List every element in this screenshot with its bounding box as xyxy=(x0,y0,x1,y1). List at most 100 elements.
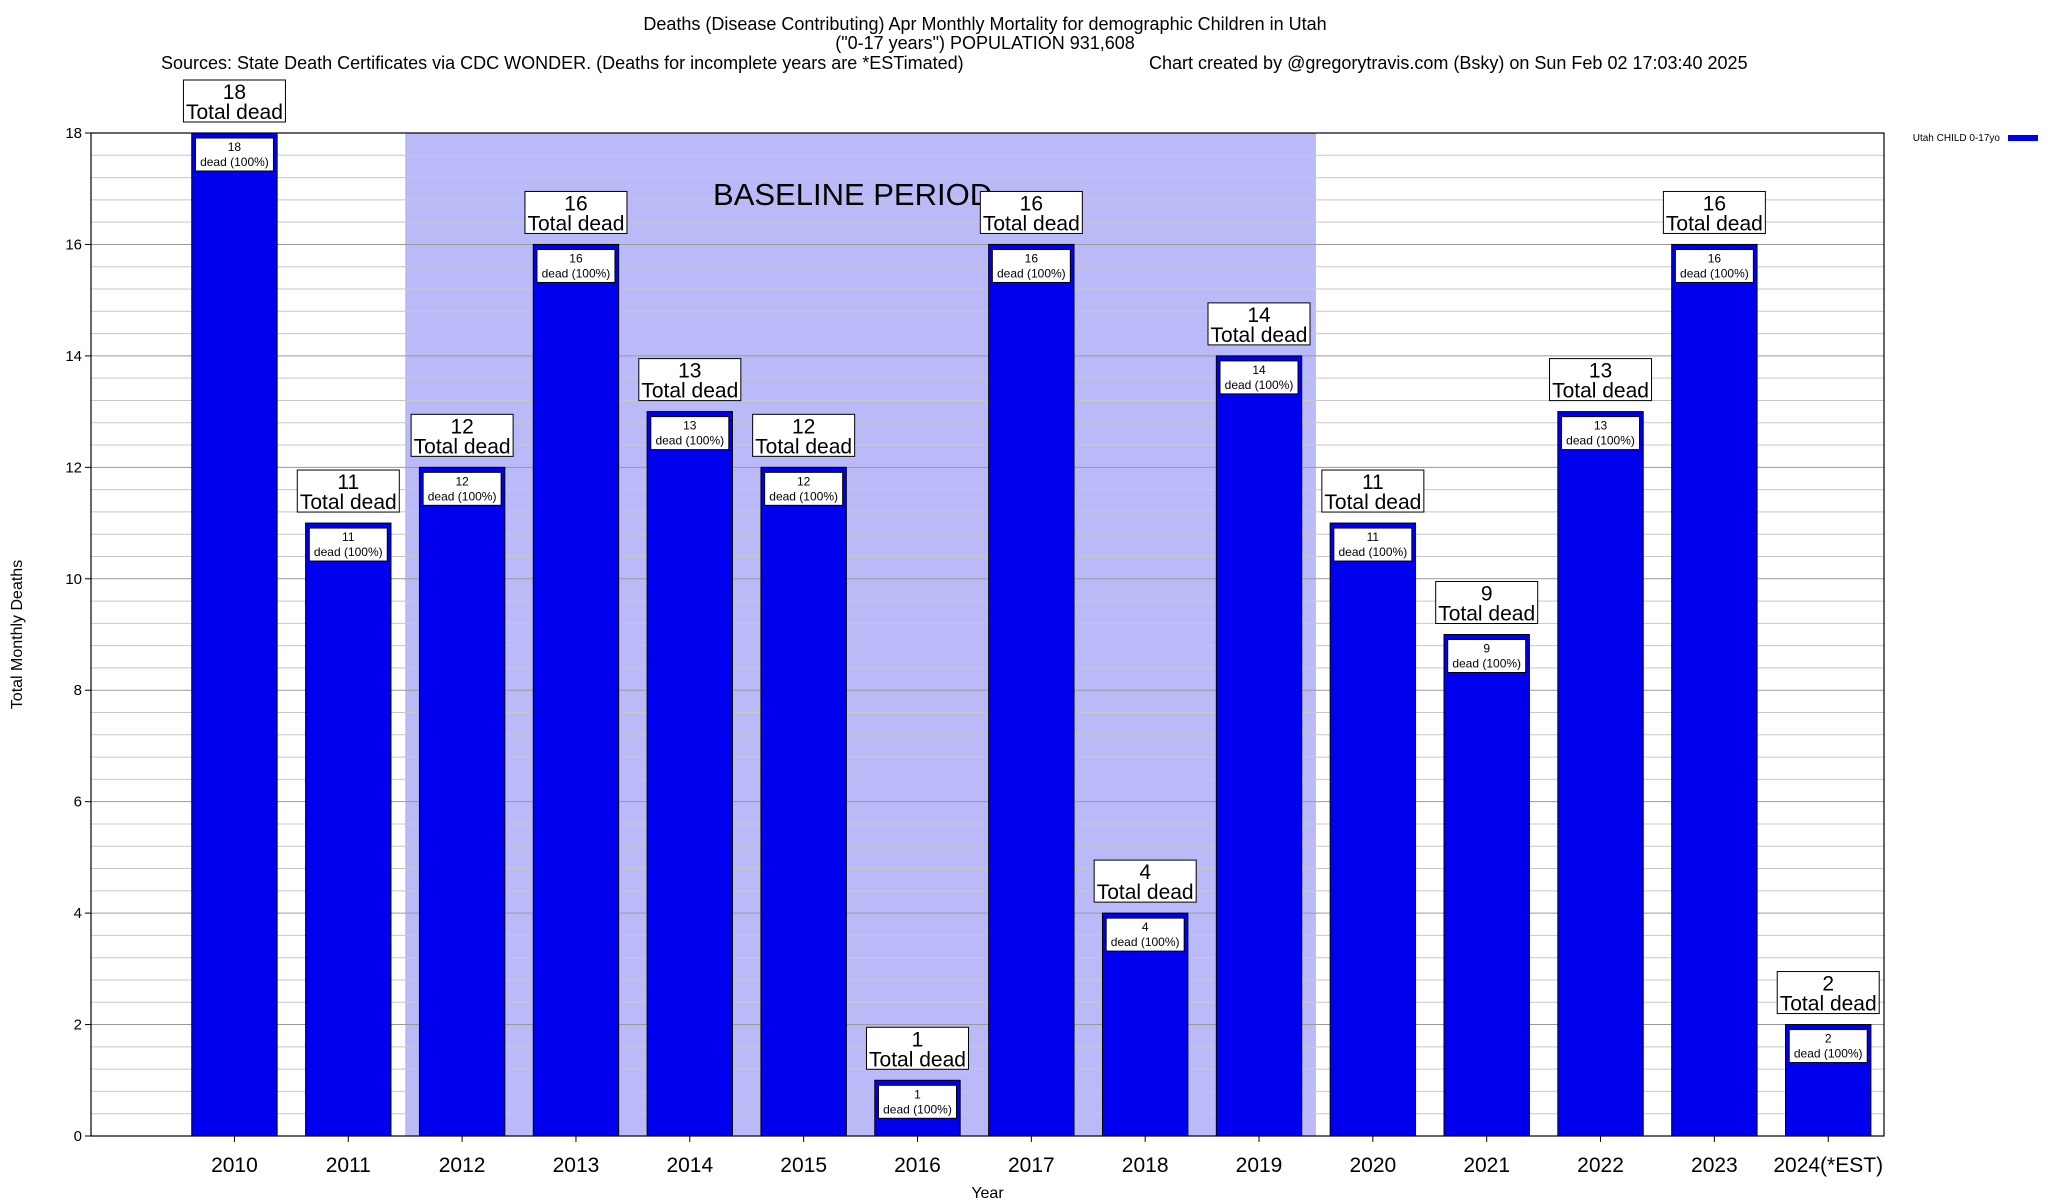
bar-total-label-box xyxy=(182,79,286,123)
baseline-period-label: BASELINE PERIOD xyxy=(713,177,992,212)
bar-total-label-box xyxy=(1549,358,1653,402)
bar-inner-label-box xyxy=(650,416,730,451)
bar-total-value: 12 xyxy=(792,415,815,438)
bar xyxy=(760,466,847,1137)
bar-inner-label: dead (100%) xyxy=(1566,434,1635,448)
bar-inner-value: 9 xyxy=(1483,642,1490,656)
bar-inner-label-box xyxy=(1674,248,1754,283)
x-tick-label: 2010 xyxy=(211,1154,258,1177)
x-tick-label: 2019 xyxy=(1236,1154,1283,1177)
legend-label: Utah CHILD 0-17yo xyxy=(1913,133,2001,144)
x-tick-label: 2023 xyxy=(1691,1154,1738,1177)
bar-total-label: Total dead xyxy=(1780,993,1877,1016)
bar-total-label-box xyxy=(410,413,514,457)
bar-inner-label-box xyxy=(536,248,616,283)
bar-inner-value: 11 xyxy=(1367,530,1380,544)
x-tick-label: 2016 xyxy=(894,1154,941,1177)
x-tick-label: 2012 xyxy=(439,1154,486,1177)
bar xyxy=(1671,243,1758,1137)
bar-total-value: 9 xyxy=(1481,583,1493,606)
y-tick-label: 4 xyxy=(74,905,82,922)
bar-total-label: Total dead xyxy=(983,212,1080,235)
bar-total-label: Total dead xyxy=(869,1048,966,1071)
bar-inner-label-box xyxy=(764,471,844,506)
bar-inner-label: dead (100%) xyxy=(883,1102,952,1116)
y-tick-label: 14 xyxy=(65,348,82,365)
y-tick-label: 18 xyxy=(65,125,82,142)
x-tick-label: 2022 xyxy=(1577,1154,1624,1177)
chart-title: Deaths (Disease Contributing) Apr Monthl… xyxy=(643,14,1327,34)
bar-inner-value: 18 xyxy=(228,140,242,154)
bar-inner-label-box xyxy=(1105,917,1185,952)
bar-total-label: Total dead xyxy=(1324,491,1421,514)
bar-inner-label-box xyxy=(991,248,1071,283)
bar-inner-value: 16 xyxy=(1708,251,1722,265)
bar-total-label-box xyxy=(1321,469,1425,513)
bar-inner-value: 16 xyxy=(1025,251,1039,265)
x-tick-label: 2017 xyxy=(1008,1154,1055,1177)
bar-total-value: 14 xyxy=(1247,304,1271,327)
bar-total-label-box xyxy=(524,190,628,234)
bar-total-value: 11 xyxy=(1362,471,1384,494)
bar-total-label: Total dead xyxy=(755,435,852,458)
bar-total-value: 1 xyxy=(912,1028,924,1051)
bar-inner-label-box xyxy=(1561,416,1641,451)
bar-total-value: 13 xyxy=(1589,360,1612,383)
bar-total-label-box xyxy=(752,413,856,457)
bar-total-label: Total dead xyxy=(1666,212,1763,235)
bar-total-label-box xyxy=(1776,971,1880,1015)
bar-total-label-box xyxy=(296,469,400,513)
bar-total-value: 13 xyxy=(678,360,701,383)
bar xyxy=(305,522,392,1137)
bar-inner-label: dead (100%) xyxy=(997,266,1066,280)
bar-inner-label: dead (100%) xyxy=(1452,657,1521,671)
bar-inner-label: dead (100%) xyxy=(1338,545,1407,559)
y-tick-label: 0 xyxy=(74,1128,82,1145)
bar-inner-label-box xyxy=(1447,639,1527,673)
bar-inner-value: 14 xyxy=(1252,363,1266,377)
bar-inner-value: 12 xyxy=(455,474,469,488)
bar-total-value: 16 xyxy=(564,192,587,215)
bar-total-label: Total dead xyxy=(300,491,397,514)
bar-inner-label-box xyxy=(308,527,388,562)
x-tick-label: 2014 xyxy=(666,1154,713,1177)
x-tick-label: 2018 xyxy=(1122,1154,1169,1177)
bar-total-label: Total dead xyxy=(186,101,283,124)
chart-sources: Sources: State Death Certificates via CD… xyxy=(161,53,964,73)
bar-inner-label-box xyxy=(877,1084,957,1119)
bar-inner-label-box xyxy=(1333,527,1413,562)
bar-inner-value: 16 xyxy=(569,251,583,265)
x-tick-label: 2015 xyxy=(780,1154,827,1177)
bar xyxy=(532,243,620,1137)
bar-total-value: 11 xyxy=(337,471,359,494)
bar-total-value: 18 xyxy=(223,81,246,104)
bar-inner-label: dead (100%) xyxy=(1111,935,1180,949)
bar-total-value: 4 xyxy=(1139,861,1151,884)
plot-frame xyxy=(90,132,1885,1137)
x-tick-label: 2024(*EST) xyxy=(1773,1154,1883,1177)
y-tick-label: 2 xyxy=(74,1017,82,1034)
bar-inner-value: 2 xyxy=(1825,1032,1832,1046)
bar-total-label-box xyxy=(1093,859,1197,903)
chart-credit: Chart created by @gregorytravis.com (Bsk… xyxy=(1149,53,1748,73)
bar-inner-label-box xyxy=(1788,1029,1868,1064)
bar xyxy=(1215,355,1303,1137)
x-tick-label: 2020 xyxy=(1349,1154,1396,1177)
bar-inner-label-box xyxy=(194,137,274,172)
bar xyxy=(1443,634,1530,1137)
y-tick-label: 6 xyxy=(74,794,82,811)
bar xyxy=(646,411,733,1137)
bar-inner-label-box xyxy=(422,471,502,506)
bar-total-label-box xyxy=(1207,302,1311,346)
bar-inner-label: dead (100%) xyxy=(1794,1047,1863,1061)
bar-total-label: Total dead xyxy=(528,212,625,235)
x-tick-label: 2013 xyxy=(553,1154,600,1177)
bar-total-label: Total dead xyxy=(1552,380,1649,403)
bar-total-value: 12 xyxy=(450,415,473,438)
bar xyxy=(191,132,278,1137)
y-tick-label: 16 xyxy=(65,236,82,253)
x-tick-label: 2021 xyxy=(1463,1154,1510,1177)
bar-inner-label: dead (100%) xyxy=(200,155,269,169)
bar-inner-label: dead (100%) xyxy=(428,489,497,503)
